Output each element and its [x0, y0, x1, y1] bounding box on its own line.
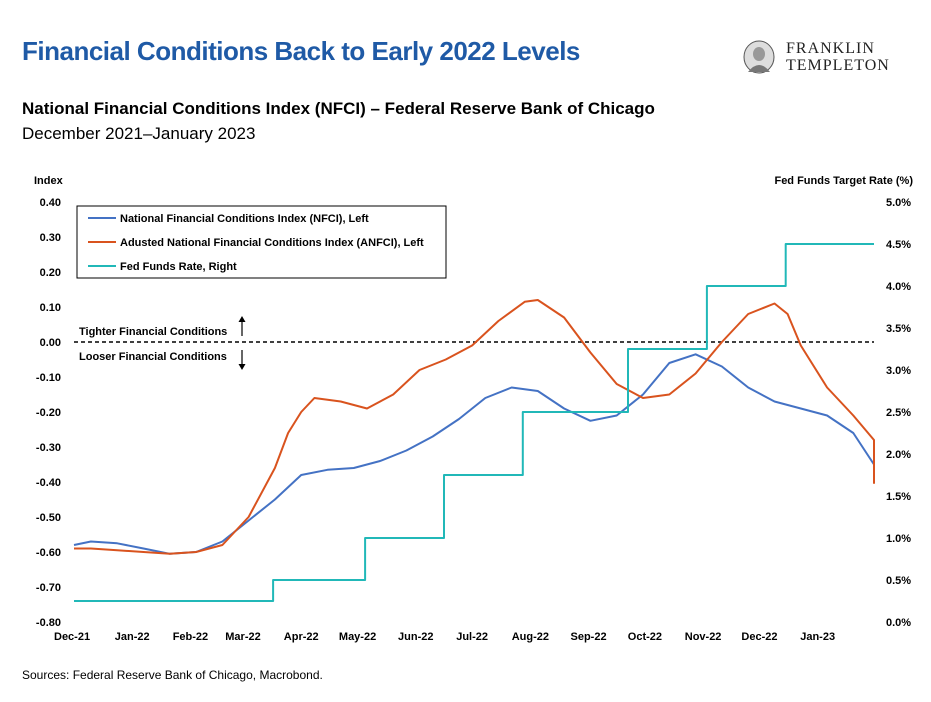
sources-note: Sources: Federal Reserve Bank of Chicago…: [22, 668, 323, 682]
series-layer: [73, 243, 875, 602]
page-title: Financial Conditions Back to Early 2022 …: [22, 36, 580, 66]
nfci-line: [73, 353, 875, 555]
legend-entry: Fed Funds Rate, Right: [120, 261, 237, 273]
x-tick-label: Jul-22: [456, 631, 488, 643]
svg-text:Tighter Financial Conditions: Tighter Financial Conditions: [79, 326, 227, 338]
x-tick-label: Aug-22: [512, 631, 549, 643]
x-tick-label: Jan-22: [115, 631, 150, 643]
x-tick-label: May-22: [339, 631, 376, 643]
chart-title: National Financial Conditions Index (NFC…: [22, 99, 655, 118]
x-tick-label: Dec-21: [54, 631, 90, 643]
y-left-tick-label: -0.80: [36, 617, 61, 629]
y-right-tick-label: 0.0%: [886, 617, 911, 629]
y-axis-right-label: Fed Funds Target Rate (%): [774, 175, 913, 187]
legend: National Financial Conditions Index (NFC…: [76, 205, 447, 279]
fed-funds-line: [74, 243, 874, 602]
x-tick-label: Feb-22: [173, 631, 208, 643]
x-tick-label: Nov-22: [685, 631, 722, 643]
franklin-templeton-logo: FRANKLIN TEMPLETON: [742, 40, 912, 74]
y-axis-left: 0.40 0.30 0.20 0.10 0.00 -0.10 -0.20 -0.30 -0.40…: [36, 197, 61, 629]
y-right-tick-label: 3.0%: [886, 365, 911, 377]
y-left-tick-label: -0.60: [36, 547, 61, 559]
logo-wordmark: FRANKLIN TEMPLETON: [786, 40, 890, 74]
y-left-tick-label: 0.30: [40, 232, 61, 244]
legend-entry: National Financial Conditions Index (NFC…: [120, 213, 369, 225]
y-left-tick-label: 0.40: [40, 197, 61, 209]
legend-entry: Adusted National Financial Conditions In…: [120, 237, 424, 249]
y-left-tick-label: -0.30: [36, 442, 61, 454]
svg-text:Looser Financial Conditions: Looser Financial Conditions: [79, 351, 227, 363]
x-tick-label: Apr-22: [284, 631, 319, 643]
y-right-tick-label: 0.5%: [886, 575, 911, 587]
y-left-tick-label: 0.00: [40, 337, 61, 349]
y-right-tick-label: 2.0%: [886, 449, 911, 461]
anfci-line: [74, 299, 875, 555]
x-tick-label: Mar-22: [225, 631, 260, 643]
y-left-tick-label: -0.10: [36, 372, 61, 384]
chart-subtitle: December 2021–January 2023: [22, 124, 256, 143]
x-tick-label: Dec-22: [741, 631, 777, 643]
y-right-tick-label: 4.5%: [886, 239, 911, 251]
x-tick-label: Jan-23: [800, 631, 835, 643]
franklin-portrait-icon: [743, 40, 775, 74]
x-axis: Dec-21 Jan-22 Feb-22 Mar-22 Apr-22 May-22 Jun-…: [54, 631, 835, 643]
y-right-tick-label: 1.5%: [886, 491, 911, 503]
y-left-tick-label: -0.40: [36, 477, 61, 489]
x-tick-label: Oct-22: [628, 631, 662, 643]
y-right-tick-label: 2.5%: [886, 407, 911, 419]
y-left-tick-label: 0.10: [40, 302, 61, 314]
y-right-tick-label: 1.0%: [886, 533, 911, 545]
x-tick-label: Sep-22: [571, 631, 607, 643]
annotation-looser: Looser Financial Conditions: [79, 350, 246, 370]
annotation-tighter: Tighter Financial Conditions: [79, 316, 246, 338]
y-left-tick-label: -0.20: [36, 407, 61, 419]
y-left-tick-label: -0.50: [36, 512, 61, 524]
y-axis-right: 5.0% 4.5% 4.0% 3.5% 3.0% 2.5% 2.0% 1.5% 1.0% 0.5%…: [886, 197, 911, 629]
y-axis-left-label: Index: [34, 175, 64, 187]
y-right-tick-label: 4.0%: [886, 281, 911, 293]
y-left-tick-label: -0.70: [36, 582, 61, 594]
y-right-tick-label: 3.5%: [886, 323, 911, 335]
x-tick-label: Jun-22: [398, 631, 433, 643]
y-left-tick-label: 0.20: [40, 267, 61, 279]
y-right-tick-label: 5.0%: [886, 197, 911, 209]
